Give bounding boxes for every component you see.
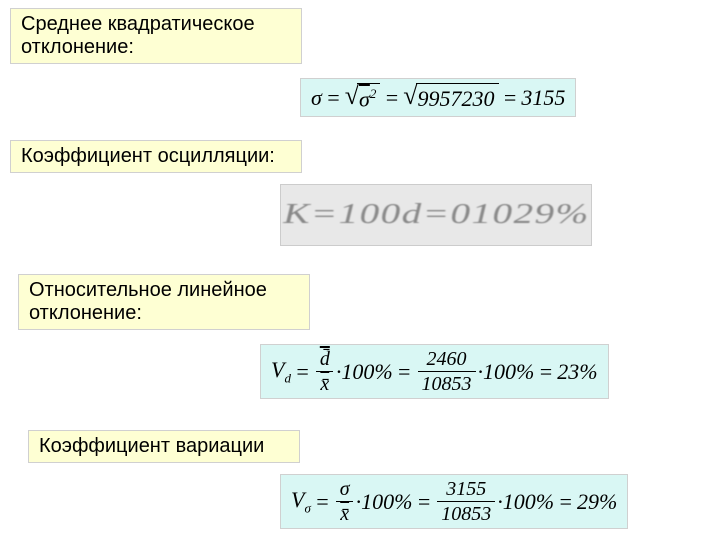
- vsigma-denom-val: 10853: [437, 501, 495, 524]
- formula-vd: Vd = d̄ x̄ ·100% = 2460 10853 ·100% = 23…: [260, 344, 609, 399]
- equals: =: [326, 85, 341, 111]
- vsigma-numer-val: 3155: [442, 479, 490, 501]
- vd-frac-sym: d̄ x̄: [316, 349, 334, 394]
- sigma-symbol: σ: [311, 85, 322, 111]
- sqrt-sigma2: √ σ2: [345, 83, 381, 112]
- equals: =: [315, 489, 330, 515]
- equals: =: [558, 489, 573, 515]
- vd-denom-sym: x̄: [320, 373, 329, 395]
- label-oscillation-text: Коэффициент осцилляции:: [21, 145, 275, 167]
- pct-3: ·100%: [356, 489, 413, 515]
- label-linear-dev-text: Относительное линейное отклонение:: [29, 279, 267, 324]
- formula-vsigma: Vσ = σ x̄ ·100% = 3155 10853 ·100% = 29%: [280, 474, 628, 529]
- pct-4: ·100%: [497, 489, 554, 515]
- vsigma-numer-sym: σ: [336, 479, 354, 501]
- oscillation-garbled: K=100d=01029%: [283, 199, 589, 231]
- label-std-dev: Среднее квадратическое отклонение:: [10, 8, 302, 64]
- vd-symbol: Vd: [271, 357, 291, 386]
- vd-numer-val: 2460: [423, 349, 471, 371]
- vd-frac-val: 2460 10853: [418, 349, 476, 394]
- vsigma-symbol: Vσ: [291, 487, 311, 516]
- equals: =: [503, 85, 518, 111]
- label-linear-dev: Относительное линейное отклонение:: [18, 274, 310, 330]
- vsigma-frac-sym: σ x̄: [336, 479, 354, 524]
- equals: =: [397, 359, 412, 385]
- vd-result: 23%: [557, 359, 597, 385]
- sigma-result: 3155: [521, 85, 565, 111]
- vd-numer-sym: d̄: [320, 348, 330, 370]
- label-variation-text: Коэффициент вариации: [39, 435, 264, 457]
- vd-denom-val: 10853: [418, 371, 476, 394]
- label-variation: Коэффициент вариации: [28, 430, 300, 463]
- sqrt-variance: √ 9957230: [403, 83, 498, 112]
- vsigma-result: 29%: [577, 489, 617, 515]
- pct-1: ·100%: [336, 359, 393, 385]
- equals: =: [295, 359, 310, 385]
- pct-2: ·100%: [478, 359, 535, 385]
- equals: =: [538, 359, 553, 385]
- vsigma-frac-val: 3155 10853: [437, 479, 495, 524]
- variance-value: 9957230: [416, 83, 499, 112]
- label-oscillation: Коэффициент осцилляции:: [10, 140, 302, 173]
- formula-oscillation: K=100d=01029%: [280, 184, 592, 246]
- equals: =: [416, 489, 431, 515]
- formula-sigma: σ = √ σ2 = √ 9957230 = 3155: [300, 78, 576, 117]
- equals: =: [384, 85, 399, 111]
- label-std-dev-text: Среднее квадратическое отклонение:: [21, 13, 255, 58]
- vsigma-denom-sym: x̄: [340, 503, 349, 525]
